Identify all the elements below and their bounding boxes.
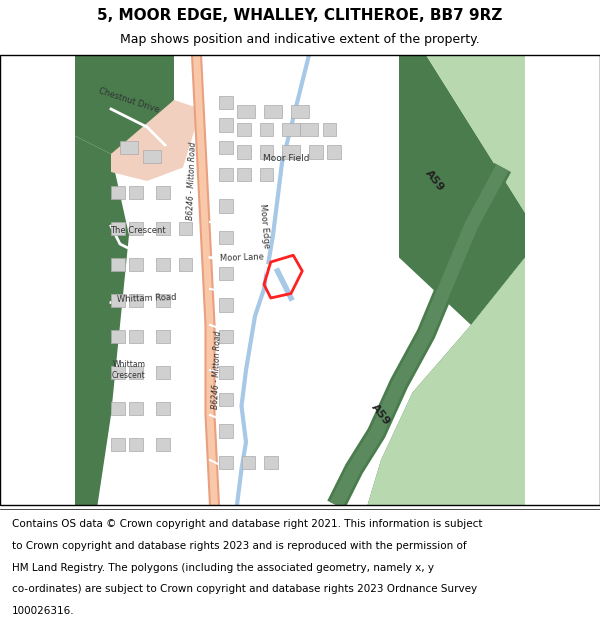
- Bar: [219, 424, 233, 438]
- Bar: [219, 392, 233, 406]
- Bar: [323, 122, 336, 136]
- Text: Moor Lane: Moor Lane: [220, 253, 263, 262]
- Text: 100026316.: 100026316.: [12, 606, 74, 616]
- Bar: [129, 186, 143, 199]
- Bar: [300, 122, 318, 136]
- Bar: [237, 122, 251, 136]
- Bar: [219, 168, 233, 181]
- Bar: [260, 168, 273, 181]
- Bar: [264, 104, 282, 118]
- Text: Map shows position and indicative extent of the property.: Map shows position and indicative extent…: [120, 33, 480, 46]
- Bar: [156, 221, 170, 235]
- Bar: [179, 258, 192, 271]
- Text: Moor Edge: Moor Edge: [257, 203, 271, 249]
- Bar: [219, 456, 233, 469]
- Text: HM Land Registry. The polygons (including the associated geometry, namely x, y: HM Land Registry. The polygons (includin…: [12, 562, 434, 572]
- Bar: [111, 366, 125, 379]
- Bar: [129, 329, 143, 343]
- Bar: [156, 401, 170, 415]
- Text: 5, MOOR EDGE, WHALLEY, CLITHEROE, BB7 9RZ: 5, MOOR EDGE, WHALLEY, CLITHEROE, BB7 9R…: [97, 8, 503, 23]
- Bar: [156, 438, 170, 451]
- Bar: [129, 294, 143, 307]
- Bar: [111, 294, 125, 307]
- Text: A59: A59: [424, 168, 446, 194]
- Bar: [219, 266, 233, 280]
- Text: The Crescent: The Crescent: [110, 226, 166, 235]
- Bar: [143, 149, 161, 163]
- Bar: [237, 104, 255, 118]
- Bar: [237, 168, 251, 181]
- Bar: [291, 104, 309, 118]
- Bar: [327, 145, 341, 159]
- Bar: [111, 221, 125, 235]
- Bar: [219, 298, 233, 311]
- Bar: [111, 329, 125, 343]
- Bar: [129, 438, 143, 451]
- Bar: [264, 456, 277, 469]
- Bar: [111, 186, 125, 199]
- Text: Chestnut Drive: Chestnut Drive: [97, 86, 161, 114]
- Bar: [156, 329, 170, 343]
- Text: B6246 - Mitton Road: B6246 - Mitton Road: [211, 331, 223, 409]
- Bar: [156, 294, 170, 307]
- Bar: [219, 118, 233, 131]
- Bar: [129, 401, 143, 415]
- Bar: [219, 329, 233, 343]
- Bar: [260, 145, 273, 159]
- Bar: [219, 199, 233, 212]
- Bar: [282, 122, 300, 136]
- Text: Contains OS data © Crown copyright and database right 2021. This information is : Contains OS data © Crown copyright and d…: [12, 519, 482, 529]
- Text: co-ordinates) are subject to Crown copyright and database rights 2023 Ordnance S: co-ordinates) are subject to Crown copyr…: [12, 584, 477, 594]
- Bar: [237, 145, 251, 159]
- Bar: [219, 366, 233, 379]
- Bar: [120, 141, 138, 154]
- Bar: [156, 186, 170, 199]
- Bar: [179, 221, 192, 235]
- Bar: [219, 141, 233, 154]
- Text: Whittam Road: Whittam Road: [117, 292, 177, 304]
- Bar: [219, 231, 233, 244]
- Bar: [111, 258, 125, 271]
- Bar: [111, 438, 125, 451]
- Bar: [156, 258, 170, 271]
- Bar: [260, 122, 273, 136]
- Bar: [309, 145, 323, 159]
- Bar: [241, 456, 255, 469]
- Bar: [129, 366, 143, 379]
- Text: Moor Field: Moor Field: [263, 154, 310, 163]
- Text: B6246 - Mitton Road: B6246 - Mitton Road: [186, 142, 198, 220]
- Text: Whittam
Crescent: Whittam Crescent: [112, 360, 146, 380]
- Text: to Crown copyright and database rights 2023 and is reproduced with the permissio: to Crown copyright and database rights 2…: [12, 541, 467, 551]
- Bar: [129, 258, 143, 271]
- Bar: [129, 221, 143, 235]
- Bar: [156, 366, 170, 379]
- Bar: [282, 145, 300, 159]
- Text: A59: A59: [370, 402, 392, 428]
- Bar: [219, 96, 233, 109]
- Bar: [111, 401, 125, 415]
